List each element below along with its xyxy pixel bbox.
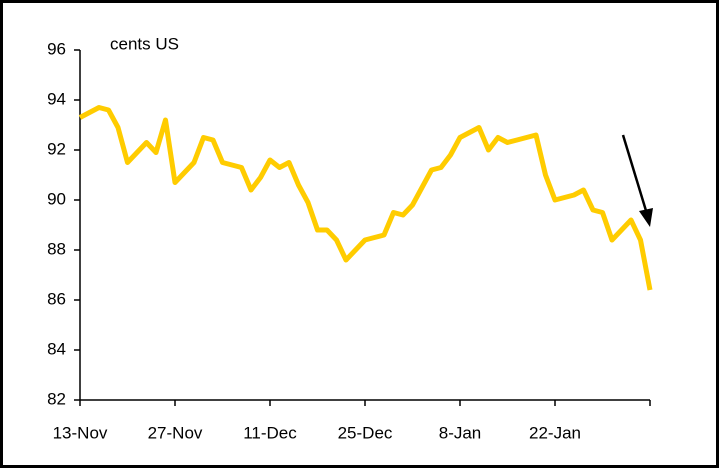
arrow [621, 134, 649, 215]
x-tick-label: 13-Nov [53, 423, 108, 442]
y-tick-label: 86 [47, 289, 66, 308]
y-tick-label: 92 [47, 139, 66, 158]
y-tick-label: 82 [47, 389, 66, 408]
annotation: cents US [110, 34, 179, 53]
x-tick-label: 8-Jan [439, 423, 482, 442]
y-tick-label: 96 [47, 39, 66, 58]
x-tick-label: 25-Dec [338, 423, 393, 442]
x-tick-label: 11-Dec [243, 423, 297, 442]
y-tick-label: 90 [47, 189, 66, 208]
arrow-head [639, 208, 653, 227]
y-tick-label: 84 [47, 339, 66, 358]
y-tick-label: 88 [47, 239, 66, 258]
series-line [78, 105, 653, 291]
x-tick-label: 27-Nov [148, 423, 203, 442]
x-tick-label: 22-Jan [529, 423, 581, 442]
y-tick-label: 94 [47, 89, 66, 108]
